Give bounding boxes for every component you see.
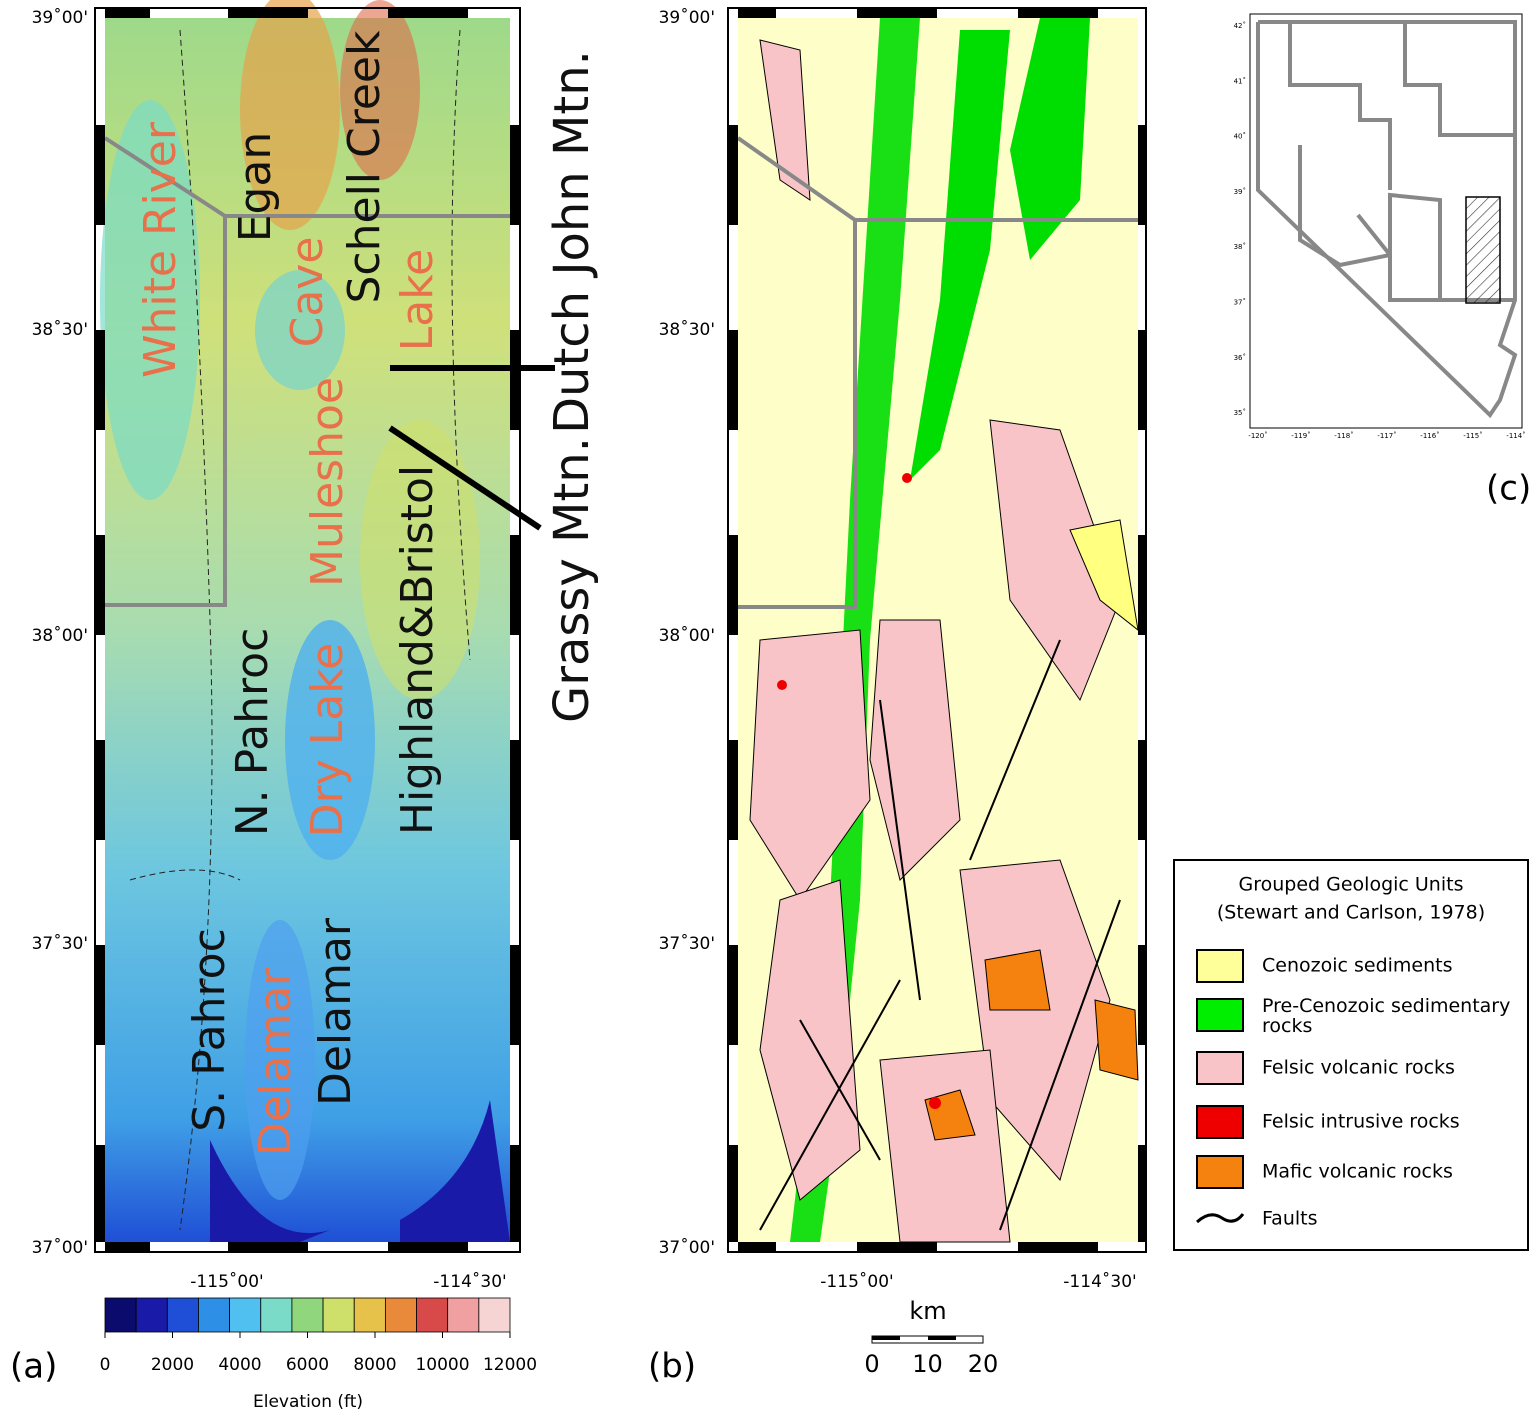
colorbar-tick-label: 0: [100, 1355, 111, 1375]
lat-label: 37˚00': [32, 1237, 88, 1258]
colorbar-tick-label: 10000: [415, 1355, 469, 1375]
lat-label: 39˚00': [659, 7, 715, 28]
legend-text: Mafic volcanic rocks: [1262, 1161, 1453, 1183]
place-label: Egan: [230, 132, 281, 243]
inset-lat-label: 41˚: [1234, 77, 1246, 85]
place-label: N. Pahroc: [227, 628, 278, 837]
colorbar-cell: [323, 1298, 354, 1332]
inset-lon-label: -114˚: [1506, 432, 1525, 440]
colorbar-cell: [354, 1298, 385, 1332]
place-label: White River: [135, 121, 186, 378]
colorbar-cell: [198, 1298, 229, 1332]
lat-label: 37˚00': [659, 1237, 715, 1258]
place-label: S. Pahroc: [184, 928, 235, 1132]
place-label: Muleshoe: [302, 377, 353, 587]
lat-label: 38˚30': [659, 319, 715, 340]
inset-lat-label: 40˚: [1234, 133, 1246, 141]
panel-b-map: [728, 8, 1146, 1252]
inset-lat-label: 37˚: [1234, 299, 1246, 307]
panel-c-inset: [1250, 14, 1522, 428]
colorbar-cell: [417, 1298, 448, 1332]
lat-label: 37˚30': [32, 933, 88, 954]
callout-label: Dutch John Mtn.: [544, 50, 600, 434]
colorbar-cell: [230, 1298, 261, 1332]
legend-swatch: [1197, 999, 1243, 1031]
place-label: Cave: [282, 237, 333, 348]
colorbar: 0 2000 4000 6000 8000 10000 12000: [100, 1298, 537, 1375]
colorbar-cell: [479, 1298, 510, 1332]
inset-lon-label: -117˚: [1377, 432, 1396, 440]
scale-unit: km: [909, 1297, 946, 1325]
lon-label: -114˚30': [1063, 1271, 1136, 1292]
inset-lat-label: 36˚: [1234, 354, 1246, 362]
legend-text: Felsic intrusive rocks: [1262, 1111, 1460, 1133]
legend-title: Grouped Geologic Units: [1239, 874, 1464, 896]
colorbar-tick-label: 12000: [483, 1355, 537, 1375]
colorbar-tick-label: 4000: [218, 1355, 261, 1375]
inset-lat-label: 38˚: [1234, 243, 1246, 251]
colorbar-cell: [448, 1298, 479, 1332]
colorbar-cell: [167, 1298, 198, 1332]
colorbar-label: Elevation (ft): [253, 1392, 363, 1412]
legend-line: Pre-Cenozoic sedimentary: [1262, 995, 1510, 1017]
place-label: Lake: [392, 249, 443, 351]
legend-text: Faults: [1262, 1208, 1318, 1230]
scale-tick-label: 10: [912, 1350, 943, 1378]
legend-subtitle: (Stewart and Carlson, 1978): [1217, 902, 1485, 924]
inset-lat-label: 39˚: [1234, 188, 1246, 196]
figure: Cenozoic sediments Pre-Cenozoic sedimenta…: [0, 0, 1535, 1413]
lat-label: 37˚30': [659, 933, 715, 954]
inset-lon-label: -120˚: [1248, 432, 1267, 440]
place-label: Dry Lake: [302, 643, 353, 837]
place-label: Delamar: [250, 967, 301, 1156]
colorbar-cell: [261, 1298, 292, 1332]
lat-label: 39˚00': [32, 7, 88, 28]
colorbar-cell: [292, 1298, 323, 1332]
legend-text: Felsic volcanic rocks: [1262, 1057, 1455, 1079]
legend-swatch: [1197, 1106, 1243, 1138]
scale-tick-label: 0: [864, 1350, 879, 1378]
legend-swatch: [1197, 950, 1243, 982]
scale-tick-label: 20: [968, 1350, 999, 1378]
colorbar-tick-label: 6000: [286, 1355, 329, 1375]
inset-lon-label: -119˚: [1291, 432, 1310, 440]
colorbar-cell: [385, 1298, 416, 1332]
inset-lon-label: -118˚: [1334, 432, 1353, 440]
place-label: Highland&Bristol: [392, 465, 443, 835]
panel-label: (c): [1486, 469, 1531, 509]
lat-label: 38˚30': [32, 319, 88, 340]
panel-label: (b): [648, 1347, 696, 1387]
colorbar-cell: [105, 1298, 136, 1332]
legend-text: Cenozoic sediments: [1262, 955, 1453, 977]
colorbar-cell: [136, 1298, 167, 1332]
callout-label: Grassy Mtn.: [544, 437, 600, 723]
lon-label: -114˚30': [433, 1271, 506, 1292]
scale-bar: [872, 1336, 983, 1343]
lat-label: 38˚00': [32, 625, 88, 646]
lon-label: -115˚00': [190, 1271, 263, 1292]
scale-ticks: 0 10 20: [864, 1350, 998, 1378]
lat-label: 38˚00': [659, 625, 715, 646]
colorbar-tick-label: 2000: [151, 1355, 194, 1375]
legend-line: rocks: [1262, 1015, 1312, 1037]
inset-lat-label: 42˚: [1234, 22, 1246, 30]
inset-lon-label: -115˚: [1463, 432, 1482, 440]
lon-label: -115˚00': [820, 1271, 893, 1292]
place-label: Schell Creek: [339, 30, 390, 304]
colorbar-tick-label: 8000: [353, 1355, 396, 1375]
inset-lat-label: 35˚: [1234, 409, 1246, 417]
panel-label: (a): [10, 1347, 57, 1387]
legend-swatch: [1197, 1052, 1243, 1084]
place-label: Delamar: [310, 917, 361, 1106]
legend-swatch: [1197, 1156, 1243, 1188]
inset-lon-label: -116˚: [1420, 432, 1439, 440]
